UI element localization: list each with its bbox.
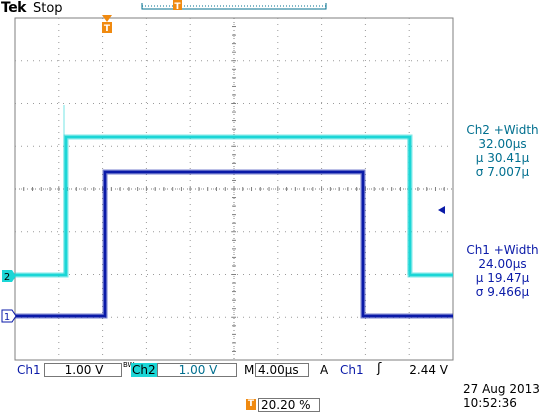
trigger-source[interactable]: Ch1	[340, 363, 364, 377]
trigger-mode: A	[320, 363, 329, 377]
rising-edge-icon[interactable]: ʃ	[377, 361, 382, 376]
ch2-width-measurement: Ch2 +Width 32.00µs µ 30.41µ σ 7.007µ	[455, 123, 550, 179]
record-position-indicator	[141, 3, 327, 10]
measurement-mean: µ 30.41µ	[475, 151, 530, 165]
svg-text:1: 1	[4, 312, 10, 323]
measurement-value: 32.00µs	[478, 137, 527, 151]
graticule-center-axes	[14, 17, 454, 361]
trigger-position-marker[interactable]: T	[102, 15, 112, 34]
time-readout: 10:52:36	[463, 396, 517, 410]
trigger-level[interactable]: 2.44 V	[409, 363, 448, 377]
trigger-position-readout[interactable]: 20.20 %	[258, 398, 320, 412]
ch1-scale-readout[interactable]: 1.00 V	[44, 363, 122, 377]
timebase-readout[interactable]: 4.00µs	[255, 363, 309, 377]
measurement-title: Ch1 +Width	[466, 243, 539, 257]
svg-text:T: T	[174, 2, 181, 12]
ch2-label[interactable]: Ch2	[131, 363, 158, 377]
ch1-waveform	[15, 169, 453, 319]
measurement-mean: µ 19.47µ	[475, 271, 530, 285]
measurement-value: 24.00µs	[478, 257, 527, 271]
svg-text:T: T	[104, 24, 111, 34]
trigger-level-arrow-icon[interactable]	[438, 206, 445, 214]
ch1-ground-marker[interactable]: 1	[1, 309, 17, 323]
ch1-width-measurement: Ch1 +Width 24.00µs µ 19.47µ σ 9.466µ	[455, 243, 550, 299]
brand-logo: Tek	[1, 0, 27, 16]
ch2-waveform	[15, 105, 453, 278]
svg-text:2: 2	[4, 272, 10, 283]
status-bar: Ch1 1.00 V BW Ch2 1.00 V M 4.00µs A Ch1 …	[0, 361, 550, 412]
date-readout: 27 Aug 2013	[463, 382, 540, 396]
measurement-stddev: σ 9.466µ	[475, 285, 530, 299]
ch1-label[interactable]: Ch1	[17, 363, 41, 377]
record-trigger-marker: T	[173, 0, 182, 12]
acquisition-status: Stop	[33, 1, 63, 16]
measurement-title: Ch2 +Width	[466, 123, 539, 137]
measurement-stddev: σ 7.007µ	[475, 165, 530, 179]
ch2-ground-marker[interactable]: 2	[2, 270, 16, 283]
ch2-bandwidth-limit-indicator: BW	[123, 361, 135, 369]
trigger-position-icon: T	[246, 399, 256, 410]
ch2-scale-readout[interactable]: 1.00 V	[157, 363, 237, 377]
timebase-prefix: M	[244, 363, 255, 377]
